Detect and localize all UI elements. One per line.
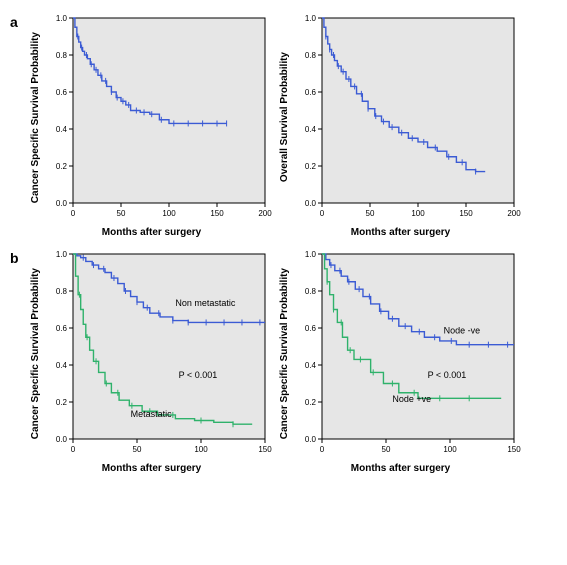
chart-svg: 0.0 0.2 0.4 0.6 0.8 1.0 0 50 100 150 200: [43, 10, 273, 225]
chart-svg: 0.0 0.2 0.4 0.6 0.8 1.0 0 50 100 150 200: [292, 10, 522, 225]
ylabel: Cancer Specific Survival Probability: [30, 268, 41, 439]
svg-text:0.6: 0.6: [305, 88, 317, 97]
ylabel: Overall Survival Probability: [279, 52, 290, 182]
xlabel: Months after surgery: [102, 463, 201, 474]
svg-text:0: 0: [71, 209, 76, 218]
figure: a Cancer Specific Survival Probability 0…: [10, 10, 557, 474]
chart-svg: 0.0 0.2 0.4 0.6 0.8 1.0 0 50 100 150 Non metastati…: [43, 246, 273, 461]
xlabel: Months after surgery: [102, 227, 201, 238]
panel-a-right: Overall Survival Probability 0.00.20.40.…: [279, 10, 522, 238]
row-b: b Cancer Specific Survival Probability 0…: [10, 246, 557, 474]
svg-text:Non metastatic: Non metastatic: [175, 298, 236, 308]
svg-text:100: 100: [443, 445, 457, 454]
svg-text:0.0: 0.0: [305, 199, 317, 208]
svg-text:0.2: 0.2: [56, 162, 68, 171]
svg-text:0.4: 0.4: [56, 361, 68, 370]
svg-text:150: 150: [459, 209, 473, 218]
ylabel: Cancer Specific Survival Probability: [30, 32, 41, 203]
svg-text:150: 150: [507, 445, 521, 454]
svg-text:1.0: 1.0: [56, 14, 68, 23]
svg-text:Metastatic: Metastatic: [131, 409, 173, 419]
svg-text:200: 200: [258, 209, 272, 218]
row-label-b: b: [10, 246, 24, 266]
svg-text:100: 100: [411, 209, 425, 218]
ylabel: Cancer Specific Survival Probability: [279, 268, 290, 439]
svg-text:0.2: 0.2: [305, 398, 317, 407]
svg-text:0.2: 0.2: [56, 398, 68, 407]
svg-text:0: 0: [71, 445, 76, 454]
panel-b-right: Cancer Specific Survival Probability 0.0…: [279, 246, 522, 474]
row-label-a: a: [10, 10, 24, 30]
svg-text:0.6: 0.6: [56, 324, 68, 333]
svg-text:50: 50: [133, 445, 142, 454]
svg-text:0.0: 0.0: [305, 435, 317, 444]
svg-text:0.2: 0.2: [305, 162, 317, 171]
panel-a-left: Cancer Specific Survival Probability 0.0…: [30, 10, 273, 238]
svg-text:0.0: 0.0: [56, 435, 68, 444]
svg-text:0.8: 0.8: [305, 51, 317, 60]
svg-text:0: 0: [320, 445, 325, 454]
svg-text:50: 50: [117, 209, 126, 218]
svg-text:0.4: 0.4: [56, 125, 68, 134]
svg-text:0.8: 0.8: [56, 287, 68, 296]
svg-text:0.4: 0.4: [305, 361, 317, 370]
row-a: a Cancer Specific Survival Probability 0…: [10, 10, 557, 238]
svg-text:0.0: 0.0: [56, 199, 68, 208]
svg-text:0.6: 0.6: [305, 324, 317, 333]
svg-text:0: 0: [320, 209, 325, 218]
svg-text:1.0: 1.0: [56, 250, 68, 259]
svg-text:Node -ve: Node -ve: [444, 326, 481, 336]
xlabel: Months after surgery: [351, 227, 450, 238]
svg-text:200: 200: [507, 209, 521, 218]
chart-svg: 0.0 0.2 0.4 0.6 0.8 1.0 0 50 100 150 Node -ve Node …: [292, 246, 522, 461]
svg-text:1.0: 1.0: [305, 250, 317, 259]
svg-text:150: 150: [258, 445, 272, 454]
svg-text:Node +ve: Node +ve: [392, 394, 431, 404]
svg-text:P < 0.001: P < 0.001: [179, 370, 218, 380]
svg-text:P < 0.001: P < 0.001: [428, 370, 467, 380]
svg-text:1.0: 1.0: [305, 14, 317, 23]
svg-text:100: 100: [162, 209, 176, 218]
svg-text:0.8: 0.8: [56, 51, 68, 60]
svg-text:0.6: 0.6: [56, 88, 68, 97]
svg-text:100: 100: [194, 445, 208, 454]
svg-text:0.4: 0.4: [305, 125, 317, 134]
svg-text:0.8: 0.8: [305, 287, 317, 296]
panel-b-left: Cancer Specific Survival Probability 0.0…: [30, 246, 273, 474]
svg-text:150: 150: [210, 209, 224, 218]
svg-text:50: 50: [382, 445, 391, 454]
svg-text:50: 50: [366, 209, 375, 218]
xlabel: Months after surgery: [351, 463, 450, 474]
